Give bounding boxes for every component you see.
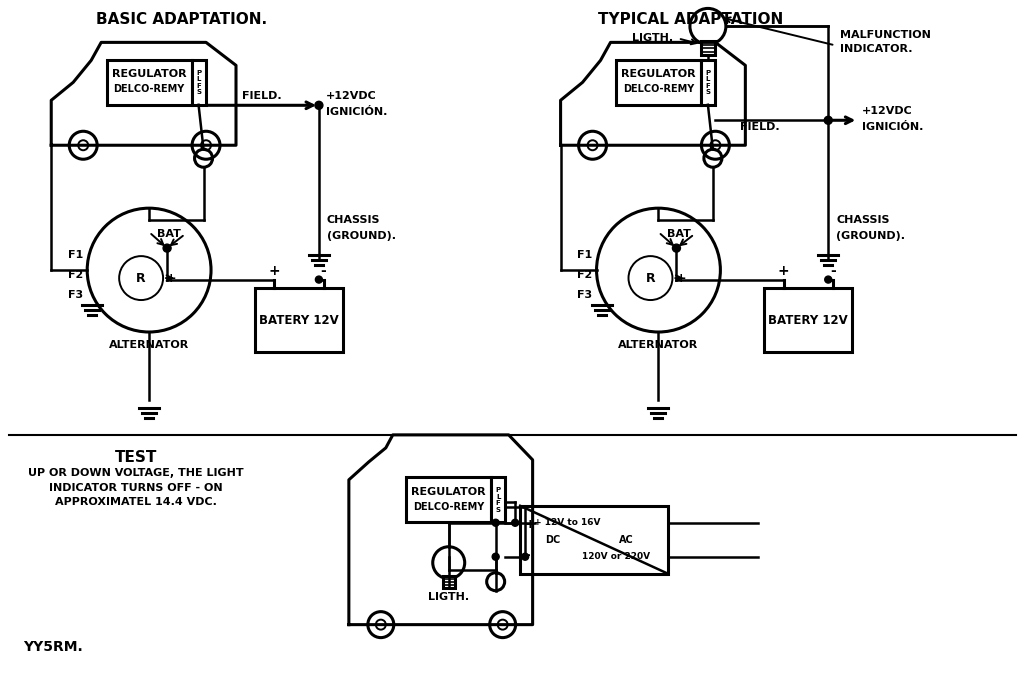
- Bar: [255, 288, 343, 353]
- Text: REGULATOR: REGULATOR: [112, 69, 186, 79]
- Bar: [764, 288, 852, 353]
- Text: +12VDC: +12VDC: [862, 106, 913, 116]
- Text: (GROUND).: (GROUND).: [837, 231, 905, 241]
- Circle shape: [493, 519, 499, 526]
- Circle shape: [315, 102, 323, 109]
- Text: P
L
F
S: P L F S: [196, 70, 201, 95]
- Text: F2: F2: [68, 270, 83, 280]
- Text: UP OR DOWN VOLTAGE, THE LIGHT
INDICATOR TURNS OFF - ON
APPROXIMATEL 14.4 VDC.: UP OR DOWN VOLTAGE, THE LIGHT INDICATOR …: [29, 468, 244, 508]
- Text: F3: F3: [578, 290, 593, 300]
- Text: P
L
F
S: P L F S: [706, 70, 711, 95]
- Text: FIELD.: FIELD.: [243, 91, 282, 102]
- Text: R: R: [646, 271, 655, 284]
- Text: LIGTH.: LIGTH.: [632, 33, 673, 43]
- Text: -: -: [321, 263, 327, 278]
- Bar: [407, 477, 492, 522]
- Circle shape: [493, 553, 499, 561]
- Text: IGNICIÓN.: IGNICIÓN.: [326, 107, 387, 117]
- Text: F1: F1: [578, 250, 593, 260]
- Text: BATERY 12V: BATERY 12V: [259, 313, 339, 326]
- Text: MALFUNCTION: MALFUNCTION: [841, 30, 931, 41]
- Text: R: R: [136, 271, 146, 284]
- Bar: [492, 477, 505, 522]
- Text: FIELD.: FIELD.: [740, 123, 779, 132]
- Text: + 12V to 16V: + 12V to 16V: [535, 519, 601, 527]
- Text: F3: F3: [68, 290, 83, 300]
- Text: AC: AC: [620, 535, 634, 545]
- Text: P
L
F
S: P L F S: [496, 487, 501, 512]
- Bar: [616, 60, 700, 105]
- Bar: [191, 60, 206, 105]
- Text: REGULATOR: REGULATOR: [412, 487, 486, 497]
- Text: TEST: TEST: [115, 450, 158, 465]
- Text: +: +: [676, 271, 686, 284]
- Bar: [700, 41, 715, 56]
- Text: ALTERNATOR: ALTERNATOR: [618, 340, 698, 350]
- Text: -: -: [524, 548, 529, 562]
- Text: INDICATOR.: INDICATOR.: [841, 45, 912, 54]
- Text: DELCO-REMY: DELCO-REMY: [114, 85, 184, 94]
- Text: CHASSIS: CHASSIS: [837, 215, 890, 225]
- Text: DELCO-REMY: DELCO-REMY: [413, 502, 484, 512]
- Circle shape: [824, 116, 833, 125]
- Text: YY5RM.: YY5RM.: [24, 640, 83, 653]
- Text: +12VDC: +12VDC: [326, 91, 377, 102]
- Text: IGNICIÓN.: IGNICIÓN.: [862, 123, 924, 132]
- Text: TYPICAL ADAPTATION: TYPICAL ADAPTATION: [598, 12, 783, 27]
- Text: 120V or 220V: 120V or 220V: [583, 552, 650, 561]
- Text: BAT: BAT: [667, 229, 690, 239]
- Text: +: +: [524, 519, 535, 531]
- Bar: [106, 60, 191, 105]
- Bar: [442, 575, 455, 588]
- Text: DC: DC: [545, 535, 560, 545]
- Circle shape: [673, 244, 680, 252]
- Text: BAT: BAT: [157, 229, 181, 239]
- Bar: [700, 60, 715, 105]
- Circle shape: [521, 553, 528, 561]
- Text: ALTERNATOR: ALTERNATOR: [109, 340, 189, 350]
- Circle shape: [315, 276, 323, 283]
- Text: F2: F2: [578, 270, 593, 280]
- Text: +: +: [778, 263, 790, 278]
- Text: LIGTH.: LIGTH.: [428, 592, 469, 602]
- Text: REGULATOR: REGULATOR: [622, 69, 695, 79]
- Text: BASIC ADAPTATION.: BASIC ADAPTATION.: [95, 12, 266, 27]
- Text: DELCO-REMY: DELCO-REMY: [623, 85, 694, 94]
- Text: +: +: [166, 271, 177, 284]
- Text: +: +: [268, 263, 281, 278]
- Circle shape: [512, 519, 518, 526]
- Bar: [520, 506, 668, 573]
- Circle shape: [824, 276, 831, 283]
- Text: (GROUND).: (GROUND).: [327, 231, 396, 241]
- Text: BATERY 12V: BATERY 12V: [768, 313, 848, 326]
- Circle shape: [163, 244, 171, 252]
- Text: CHASSIS: CHASSIS: [327, 215, 380, 225]
- Text: -: -: [830, 263, 836, 278]
- Text: F1: F1: [68, 250, 83, 260]
